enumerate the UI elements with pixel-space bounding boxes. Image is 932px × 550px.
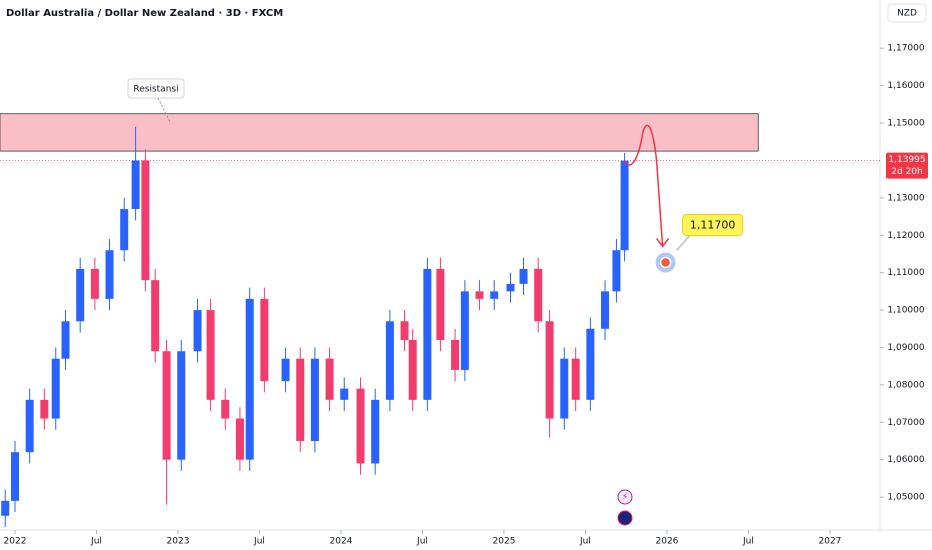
candle-body xyxy=(490,291,499,299)
y-tick-label: 1,05000 xyxy=(887,493,924,503)
target-label[interactable]: 1,11700 xyxy=(690,218,736,231)
candle-body xyxy=(560,358,569,419)
candle-body xyxy=(356,388,365,464)
candle-body xyxy=(151,280,160,352)
y-tick-label: 1,13000 xyxy=(887,193,924,203)
candle-body xyxy=(601,291,610,329)
candle-body xyxy=(120,209,129,251)
chart-title: Dollar Australia / Dollar New Zealand · … xyxy=(6,8,283,19)
event-icon-glyph[interactable]: ⚡ xyxy=(622,493,628,503)
candle-body xyxy=(310,358,319,441)
y-tick-label: 1,16000 xyxy=(887,81,924,91)
candle-body xyxy=(460,291,469,370)
candle-body xyxy=(260,298,269,382)
x-tick-label: 2027 xyxy=(819,537,842,547)
candle-body xyxy=(296,358,305,441)
y-tick-label: 1,17000 xyxy=(887,44,924,54)
candle-body xyxy=(519,268,528,284)
candle-body xyxy=(534,268,543,322)
target-icon-ring xyxy=(659,256,672,269)
y-tick-label: 1,08000 xyxy=(887,380,924,390)
target-pointer xyxy=(675,233,692,252)
candle-body xyxy=(586,328,595,400)
resistance-label[interactable]: Resistansi xyxy=(133,85,178,95)
candle-body xyxy=(436,268,445,340)
candle-body xyxy=(571,358,580,400)
candle-body xyxy=(423,268,432,400)
candle-body xyxy=(235,418,244,460)
last-price-badge xyxy=(886,152,928,179)
candle-body xyxy=(400,321,409,340)
candle-body xyxy=(25,399,34,453)
candle-body xyxy=(193,310,202,352)
last-price-label: 1,13995 xyxy=(888,155,925,165)
x-tick-label: Jul xyxy=(416,537,428,547)
event-icon[interactable] xyxy=(617,489,633,505)
candle-body xyxy=(90,268,99,299)
flag-icon[interactable] xyxy=(617,510,633,526)
candle-body xyxy=(612,250,621,292)
resistance-label-box[interactable] xyxy=(127,78,185,99)
candle-body xyxy=(141,160,150,281)
x-tick-label: 2025 xyxy=(493,537,516,547)
candle-body xyxy=(325,358,334,400)
x-tick-label: Jul xyxy=(253,537,265,547)
candle-body xyxy=(40,399,49,419)
candle-body xyxy=(371,399,380,464)
candle-body xyxy=(245,298,254,460)
candle-body xyxy=(385,321,394,400)
arrow-head xyxy=(655,238,670,248)
y-tick-label: 1,15000 xyxy=(887,119,924,129)
candle-body xyxy=(281,358,290,382)
candle-body xyxy=(340,388,349,400)
x-tick-label: 2023 xyxy=(167,537,190,547)
candle-body xyxy=(61,321,70,359)
candle-body xyxy=(408,339,417,400)
candle-body xyxy=(76,268,85,322)
currency[interactable]: NZD xyxy=(897,9,917,19)
candle-body xyxy=(506,283,515,292)
resistance-zone[interactable] xyxy=(0,113,759,152)
y-tick-label: 1,12000 xyxy=(887,231,924,241)
candle-body xyxy=(105,250,114,299)
y-tick-label: 1,09000 xyxy=(887,343,924,353)
y-tick-label: 1,06000 xyxy=(887,455,924,465)
y-tick-label: 1,11000 xyxy=(887,268,924,278)
projection-arrow[interactable] xyxy=(623,124,664,247)
candle-body xyxy=(177,351,186,460)
candle-body xyxy=(131,160,140,210)
candle-body xyxy=(221,399,230,419)
candle-body xyxy=(162,351,171,460)
target-label-box[interactable] xyxy=(682,213,744,236)
candle-body xyxy=(10,452,19,501)
candle-body xyxy=(620,160,629,251)
resistance-pointer xyxy=(157,97,171,123)
x-tick-label: 2022 xyxy=(4,537,27,547)
x-tick-label: Jul xyxy=(742,537,754,547)
x-tick-label: 2026 xyxy=(656,537,679,547)
candle-body xyxy=(451,339,460,370)
countdown: 2d 20h xyxy=(891,167,922,177)
currency-box[interactable] xyxy=(887,3,927,23)
candle-body xyxy=(475,291,484,299)
candle-body xyxy=(545,321,554,419)
x-tick-label: 2024 xyxy=(330,537,353,547)
y-tick-label: 1,10000 xyxy=(887,306,924,316)
candle-body xyxy=(1,500,10,516)
x-tick-label: Jul xyxy=(90,537,102,547)
candle-body xyxy=(206,310,215,400)
y-tick-label: 1,07000 xyxy=(887,418,924,428)
x-tick-label: Jul xyxy=(579,537,591,547)
candle-body xyxy=(51,358,60,419)
